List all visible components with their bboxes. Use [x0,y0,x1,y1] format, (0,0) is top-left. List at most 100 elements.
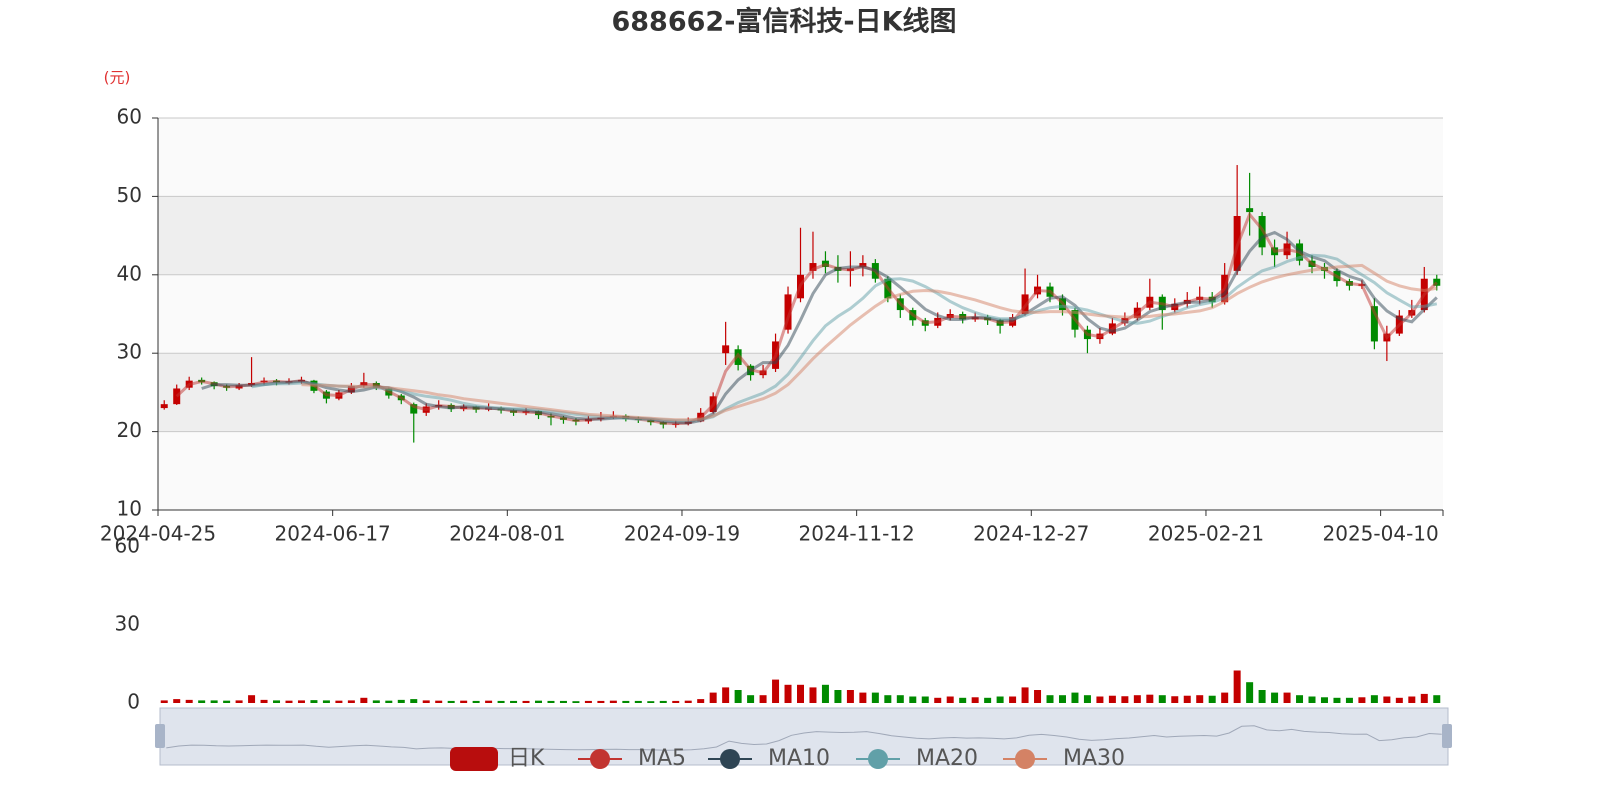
legend-icon [1015,749,1035,769]
volume-bar [821,684,829,703]
legend-label[interactable]: MA10 [768,746,830,771]
ma-line [301,263,1438,422]
y-tick-label: 50 [117,183,142,207]
volume-bar [522,700,530,703]
volume-bar [322,700,330,703]
volume-bar [447,700,455,703]
zoom-handle[interactable] [155,724,165,748]
volume-bar [734,690,742,703]
volume-bar [772,679,780,703]
volume-bar [1171,696,1179,703]
y-tick-label: 20 [117,418,142,442]
volume-bar [260,699,268,703]
candle-body [1433,278,1441,286]
volume-tick-label: 60 [115,534,140,558]
volume-bar [1233,670,1241,703]
volume-bar [572,701,580,703]
volume-bar [1433,695,1441,703]
volume-bar [609,700,617,703]
volume-bar [1370,695,1378,703]
volume-bar [347,700,355,703]
volume-tick-label: 30 [115,612,140,636]
volume-bar [1108,695,1116,703]
volume-bar [984,697,992,703]
volume-bar [310,700,318,703]
x-tick-label: 2024-09-19 [624,522,740,546]
volume-bar [559,700,567,703]
volume-bar [397,699,405,703]
volume-bar [223,700,231,703]
volume-bar [235,700,243,703]
volume-bar [759,695,767,703]
volume-bar [160,700,168,703]
volume-bar [584,700,592,703]
volume-bar [996,696,1004,703]
volume-bar [946,696,954,703]
volume-bar [547,700,555,703]
volume-bar [871,692,879,703]
legend-label[interactable]: MA5 [638,746,686,771]
x-tick-label: 2024-08-01 [449,522,565,546]
volume-bar [510,700,518,703]
volume-bar [1046,695,1054,703]
volume-bar [1320,697,1328,703]
volume-bar [697,699,705,703]
volume-bar [1358,697,1366,703]
volume-bar [597,700,605,703]
y-tick-label: 30 [117,340,142,364]
volume-bar [722,687,730,703]
volume-bar [921,696,929,703]
volume-bar [1146,694,1154,703]
volume-bar [198,700,206,703]
x-tick-label: 2024-12-27 [973,522,1089,546]
volume-bar [747,695,755,703]
volume-bar [684,700,692,703]
volume-bar [1283,692,1291,703]
candle-body [784,294,792,330]
volume-bar [372,700,380,703]
volume-bar [185,699,193,703]
volume-bar [1034,690,1042,703]
volume-bar [385,700,393,703]
volume-bar [659,700,667,703]
legend-label[interactable]: MA30 [1063,746,1125,771]
volume-bar [1196,695,1204,703]
ma-line [201,230,1438,425]
ma-line [251,253,1438,423]
volume-bar [797,684,804,703]
grid-band [158,118,1443,197]
volume-bar [1296,695,1304,703]
volume-bar [1121,696,1129,703]
candle-body [173,388,181,405]
volume-bar [1021,687,1029,703]
volume-bar [497,700,505,703]
candle-body [1370,306,1378,342]
x-tick-label: 2025-04-10 [1323,522,1439,546]
grid-band [158,431,1443,510]
volume-bar [248,695,256,703]
grid-band [158,353,1443,432]
volume-bar [1071,692,1079,703]
volume-bar [834,690,842,703]
volume-bar [1420,693,1428,703]
volume-bar [460,700,468,703]
volume-bar [1221,692,1229,703]
legend-icon [720,749,740,769]
x-tick-label: 2024-11-12 [799,522,915,546]
plot-background [158,118,1443,510]
volume-bar [1183,695,1191,703]
volume-bar [210,700,218,703]
volume-tick-label: 0 [127,690,140,714]
volume-bar [435,700,443,703]
volume-bar [297,700,305,703]
volume-bar [335,700,343,703]
volume-bar [1383,696,1391,703]
legend-label[interactable]: MA20 [916,746,978,771]
volume-bar [273,700,281,703]
volume-bar [1345,697,1353,703]
candle-body [809,263,817,271]
volume-bar [410,699,418,703]
legend-label[interactable]: 日K [508,746,545,771]
volume-bar [1258,690,1266,703]
zoom-handle[interactable] [1442,724,1452,748]
